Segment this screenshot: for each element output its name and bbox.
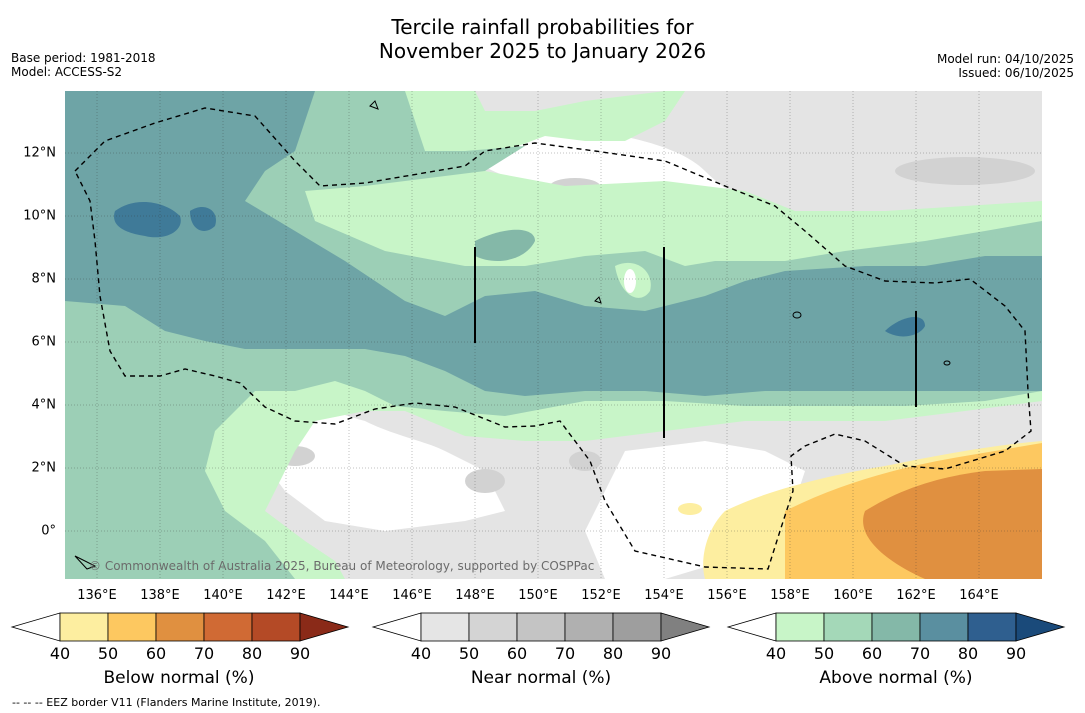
colorbar-tick-label: 80 <box>957 644 979 663</box>
eez-footnote: -- -- -- EEZ border V11 (Flanders Marine… <box>12 696 321 709</box>
colorbar-tick-label: 90 <box>1005 644 1027 663</box>
colorbar-high-extension <box>660 612 711 642</box>
colorbar-tick-label: 80 <box>602 644 624 663</box>
lon-label: 164°E <box>959 588 999 603</box>
colorbar-segment <box>155 612 205 642</box>
map-title-line2: November 2025 to January 2026 <box>378 39 707 63</box>
lon-label: 140°E <box>203 588 243 603</box>
colorbar-title-below: Below normal (%) <box>103 668 255 688</box>
lon-label: 148°E <box>455 588 495 603</box>
colorbar-segment <box>919 612 969 642</box>
copyright-credit: © Commonwealth of Australia 2025, Bureau… <box>89 559 595 573</box>
map-canvas <box>65 91 1042 579</box>
base-period: Base period: 1981-2018 <box>11 51 156 65</box>
colorbar-tick-label: 40 <box>49 644 71 663</box>
colorbar-segment <box>823 612 873 642</box>
colorbar-tick-label: 90 <box>650 644 672 663</box>
lon-label: 160°E <box>833 588 873 603</box>
colorbar-segment <box>468 612 518 642</box>
colorbar-tick-label: 70 <box>554 644 576 663</box>
colorbar-high-extension <box>1015 612 1066 642</box>
above-normal-70-region <box>114 201 181 238</box>
colorbar-low-extension <box>726 612 777 642</box>
lat-label: 12°N <box>23 145 56 161</box>
colorbar-tick-label: 70 <box>909 644 931 663</box>
colorbar-segment <box>420 612 470 642</box>
colorbar-segment <box>203 612 253 642</box>
colorbar-tick-label: 50 <box>97 644 119 663</box>
colorbar-tick-label: 40 <box>765 644 787 663</box>
lon-label: 156°E <box>707 588 747 603</box>
lon-label: 158°E <box>770 588 810 603</box>
colorbar-above-normal <box>726 612 1066 642</box>
no-signal-region <box>255 398 505 531</box>
lat-label: 0° <box>41 523 56 539</box>
boundary-lines <box>474 247 917 438</box>
lon-label: 152°E <box>581 588 621 603</box>
lat-label: 10°N <box>23 208 56 224</box>
lon-label: 144°E <box>329 588 369 603</box>
map-title-line1: Tercile rainfall probabilities for <box>391 15 694 39</box>
colorbar-tick-label: 50 <box>458 644 480 663</box>
lat-label: 2°N <box>31 460 57 476</box>
colorbar-segment <box>871 612 921 642</box>
colorbar-segment <box>564 612 614 642</box>
colorbar-tick-label: 70 <box>193 644 215 663</box>
colorbar-high-extension <box>299 612 350 642</box>
colorbar-tick-label: 40 <box>410 644 432 663</box>
colorbar-segment <box>251 612 301 642</box>
near-normal-50-region <box>895 157 1035 185</box>
lon-label: 150°E <box>518 588 558 603</box>
graticule <box>65 91 1042 579</box>
lon-label: 146°E <box>392 588 432 603</box>
colorbar-segment <box>107 612 157 642</box>
lon-label: 136°E <box>77 588 117 603</box>
model-run: Model run: 04/10/2025 <box>936 52 1074 66</box>
colorbar-segment <box>967 612 1017 642</box>
colorbar-tick-label: 60 <box>861 644 883 663</box>
colorbar-tick-label: 50 <box>813 644 835 663</box>
lon-label: 154°E <box>644 588 684 603</box>
colorbar-segment <box>516 612 566 642</box>
colorbar-segment <box>775 612 825 642</box>
lon-label: 162°E <box>896 588 936 603</box>
colorbar-group <box>10 612 1066 642</box>
probability-map <box>65 91 1042 579</box>
lon-label: 138°E <box>140 588 180 603</box>
island-outlines <box>74 100 951 570</box>
colorbar-tick-label: 60 <box>145 644 167 663</box>
lat-label: 8°N <box>31 271 57 287</box>
colorbar-tick-label: 90 <box>289 644 311 663</box>
issued-date: Issued: 06/10/2025 <box>958 66 1074 80</box>
colorbar-tick-label: 60 <box>506 644 528 663</box>
below-normal-60-region <box>863 469 1042 579</box>
model-name: Model: ACCESS-S2 <box>11 65 123 79</box>
colorbar-low-extension <box>10 612 61 642</box>
colorbar-below-normal <box>10 612 350 642</box>
colorbar-tick-label: 80 <box>241 644 263 663</box>
lat-label: 4°N <box>31 397 57 413</box>
colorbar-title-near: Near normal (%) <box>470 668 612 688</box>
above-normal-60-region <box>65 91 1042 396</box>
colorbar-segment <box>612 612 662 642</box>
colorbar-low-extension <box>371 612 422 642</box>
colorbar-segment <box>59 612 109 642</box>
lon-label: 142°E <box>266 588 306 603</box>
lat-label: 6°N <box>31 334 57 350</box>
colorbar-title-above: Above normal (%) <box>819 668 973 688</box>
colorbar-near-normal <box>371 612 711 642</box>
